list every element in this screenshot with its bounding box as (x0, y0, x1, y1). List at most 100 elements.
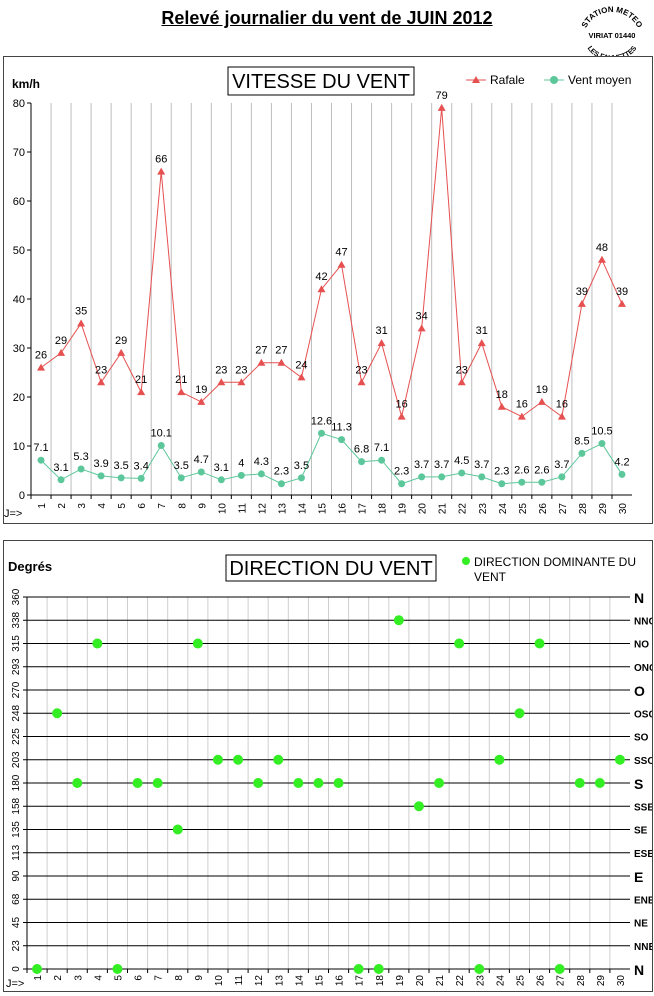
y-tick-label: 203 (11, 751, 22, 768)
compass-label: N (634, 962, 644, 978)
direction-point (32, 964, 43, 974)
direction-point (353, 964, 364, 974)
x-tick-label: 21 (438, 503, 449, 515)
gust-data-label: 21 (175, 374, 187, 386)
gust-legend-label: Rafale (490, 73, 525, 87)
x-tick-label: 7 (157, 503, 168, 509)
x-tick-label: 7 (154, 975, 165, 981)
x-tick-label: 17 (355, 975, 366, 987)
gust-point (177, 388, 186, 396)
mean-point (37, 456, 45, 464)
y-tick-label: 80 (13, 98, 25, 110)
direction-point (273, 754, 284, 765)
direction-point (434, 778, 445, 788)
mean-data-label: 10.5 (591, 426, 612, 438)
direction-point (293, 778, 304, 788)
direction-point (594, 778, 605, 788)
y-tick-label: 50 (13, 245, 25, 257)
gust-point (77, 319, 86, 327)
mean-point (618, 470, 626, 478)
x-tick-label: 6 (137, 503, 148, 509)
gust-data-label: 23 (355, 364, 367, 376)
compass-label: SSE (634, 802, 652, 813)
x-tick-label: 29 (598, 503, 609, 515)
compass-label: OSO (634, 709, 652, 720)
mean-data-label: 3.5 (114, 460, 129, 472)
mean-data-label: 4.3 (254, 456, 269, 468)
mean-point (598, 440, 606, 448)
direction-point (52, 708, 63, 719)
x-tick-label: 14 (297, 503, 308, 515)
gust-point (617, 299, 626, 307)
gust-point (197, 397, 206, 405)
gust-point (57, 348, 66, 356)
mean-data-label: 4.5 (454, 455, 469, 467)
mean-data-label: 3.7 (474, 459, 489, 471)
y-tick-label: 0 (11, 966, 22, 972)
x-tick-label: 11 (237, 503, 248, 514)
compass-label: ONO (634, 663, 652, 674)
x-tick-label: 1 (37, 503, 48, 509)
y-tick-label: 0 (19, 490, 25, 502)
direction-point (112, 964, 123, 974)
gust-point (157, 167, 166, 175)
mean-point (498, 480, 506, 488)
y-tick-label: 158 (11, 797, 22, 814)
compass-label: SO (634, 733, 649, 744)
gust-point (257, 358, 266, 366)
mean-data-label: 11.3 (331, 422, 352, 434)
mean-data-label: 3.7 (554, 459, 569, 471)
x-tick-label: 6 (134, 975, 145, 981)
gust-point (37, 363, 46, 371)
gust-point (317, 285, 326, 293)
x-tick-label: 24 (498, 503, 509, 515)
gust-data-label: 23 (456, 364, 468, 376)
mean-data-label: 7.1 (33, 442, 48, 454)
x-tick-label: 5 (117, 503, 128, 509)
direction-point (494, 754, 505, 765)
x-tick-label: 2 (53, 975, 64, 981)
mean-point (237, 471, 245, 479)
gust-point (457, 378, 466, 386)
direction-point (212, 754, 223, 765)
mean-point (398, 480, 406, 488)
y-tick-label: 23 (11, 940, 22, 952)
direction-point (152, 778, 163, 788)
y-tick-label: 135 (11, 821, 22, 838)
gust-point (597, 255, 606, 263)
y-tick-label: 40 (13, 294, 25, 306)
x-tick-label: 14 (294, 975, 305, 987)
gust-data-label: 18 (496, 389, 508, 401)
gust-data-label: 29 (115, 335, 127, 347)
x-tick-label: 20 (418, 503, 429, 515)
x-tick-label: 10 (217, 503, 228, 515)
compass-label: O (634, 683, 645, 699)
mean-point (197, 468, 205, 476)
x-tick-label: 28 (576, 975, 587, 987)
mean-data-label: 7.1 (374, 442, 389, 454)
gust-point (517, 412, 526, 420)
mean-point (297, 474, 305, 482)
x-tick-label: 15 (317, 503, 328, 515)
y-tick-label: 68 (11, 893, 22, 905)
y-tick-label: 338 (11, 611, 22, 628)
mean-point (578, 449, 586, 457)
mean-point (538, 478, 546, 486)
gust-data-label: 19 (536, 384, 548, 396)
gust-data-label: 23 (235, 364, 247, 376)
gust-point (577, 299, 586, 307)
gust-data-label: 31 (476, 325, 488, 337)
gust-data-label: 31 (375, 325, 387, 337)
mean-data-label: 3.1 (53, 462, 68, 474)
gust-data-label: 24 (295, 359, 307, 371)
direction-point (474, 964, 485, 974)
mean-data-label: 3.1 (214, 462, 229, 474)
gust-data-label: 19 (195, 384, 207, 396)
x-tick-label: 26 (536, 975, 547, 987)
gust-line (40, 107, 623, 418)
mean-point (77, 465, 85, 473)
y-tick-label: 180 (11, 774, 22, 791)
gust-point (117, 348, 126, 356)
mean-point (478, 473, 486, 481)
direction-point (413, 801, 424, 812)
